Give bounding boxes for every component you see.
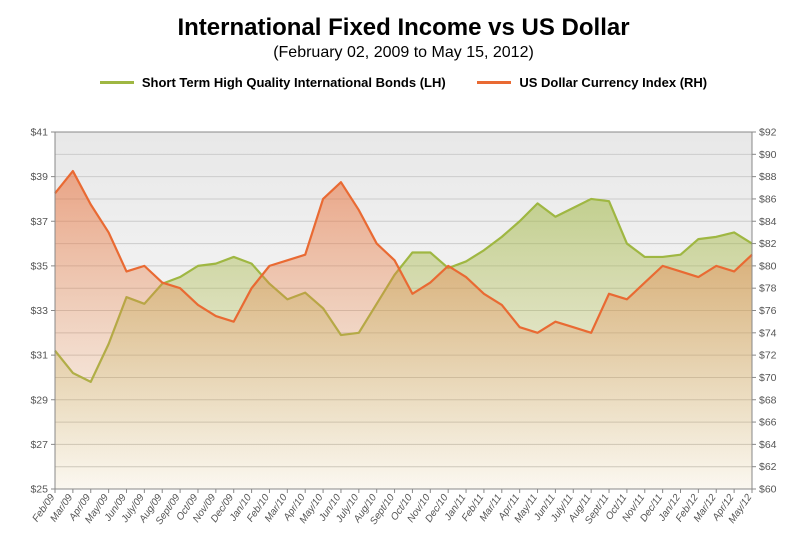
svg-text:May/12: May/12 [727, 492, 755, 526]
svg-text:$29: $29 [30, 394, 48, 406]
svg-text:Dec/11: Dec/11 [638, 492, 665, 524]
svg-text:Apr/09: Apr/09 [67, 492, 94, 524]
svg-text:July/11: July/11 [548, 492, 575, 524]
svg-text:Oct/11: Oct/11 [604, 492, 629, 522]
svg-text:$82: $82 [759, 238, 777, 250]
svg-text:Jun/10: Jun/10 [317, 492, 344, 524]
svg-text:Nov/10: Nov/10 [406, 492, 433, 525]
svg-text:Mar/12: Mar/12 [692, 492, 719, 524]
svg-text:Jan/11: Jan/11 [442, 492, 468, 523]
svg-text:$25: $25 [30, 484, 48, 496]
svg-text:Feb/09: Feb/09 [31, 492, 58, 524]
svg-text:$88: $88 [759, 171, 777, 183]
svg-text:Dec/09: Dec/09 [209, 492, 236, 525]
svg-text:Dec/10: Dec/10 [423, 492, 450, 525]
svg-text:Aug/10: Aug/10 [351, 492, 379, 525]
svg-text:$72: $72 [759, 350, 777, 362]
svg-text:July/09: July/09 [119, 492, 147, 525]
legend-swatch-usd [477, 81, 511, 84]
svg-text:May/11: May/11 [513, 492, 540, 525]
svg-text:$76: $76 [759, 305, 777, 317]
svg-text:May/09: May/09 [83, 492, 111, 526]
svg-text:May/10: May/10 [298, 492, 326, 526]
svg-text:Feb/12: Feb/12 [674, 492, 701, 524]
svg-text:$35: $35 [30, 260, 48, 272]
svg-text:Jan/10: Jan/10 [227, 492, 254, 524]
svg-text:$68: $68 [759, 394, 777, 406]
svg-text:$66: $66 [759, 417, 777, 429]
legend-label-usd: US Dollar Currency Index (RH) [519, 75, 707, 90]
svg-text:Jun/09: Jun/09 [102, 492, 129, 524]
svg-text:Jun/11: Jun/11 [531, 492, 557, 523]
svg-text:Mar/09: Mar/09 [48, 492, 75, 524]
legend: Short Term High Quality International Bo… [0, 72, 807, 90]
svg-text:Apr/11: Apr/11 [496, 492, 522, 523]
svg-text:$41: $41 [30, 127, 48, 139]
svg-text:Nov/09: Nov/09 [191, 492, 218, 525]
svg-text:$70: $70 [759, 372, 777, 384]
legend-label-bonds: Short Term High Quality International Bo… [142, 75, 446, 90]
svg-text:Mar/10: Mar/10 [263, 492, 290, 524]
svg-text:Mar/11: Mar/11 [478, 492, 504, 523]
chart-container: International Fixed Income vs US Dollar … [0, 14, 807, 543]
chart-title: International Fixed Income vs US Dollar [0, 14, 807, 42]
svg-text:Apr/12: Apr/12 [710, 492, 737, 524]
svg-text:Oct/10: Oct/10 [389, 492, 415, 523]
legend-swatch-bonds [100, 81, 134, 84]
svg-text:Sept/10: Sept/10 [368, 492, 397, 527]
chart-subtitle: (February 02, 2009 to May 15, 2012) [0, 44, 807, 62]
svg-text:$27: $27 [30, 439, 48, 451]
svg-text:July/10: July/10 [334, 492, 362, 525]
svg-text:Feb/11: Feb/11 [460, 492, 486, 523]
svg-text:Oct/09: Oct/09 [175, 492, 201, 523]
legend-item-usd: US Dollar Currency Index (RH) [477, 75, 707, 90]
svg-text:Sept/11: Sept/11 [583, 492, 611, 526]
svg-text:$39: $39 [30, 171, 48, 183]
svg-text:Feb/10: Feb/10 [245, 492, 272, 524]
svg-text:$84: $84 [759, 216, 777, 228]
svg-text:$60: $60 [759, 484, 777, 496]
svg-text:Jan/12: Jan/12 [656, 492, 683, 524]
svg-text:$31: $31 [30, 350, 48, 362]
svg-text:$74: $74 [759, 327, 777, 339]
svg-text:$62: $62 [759, 461, 777, 473]
svg-text:Nov/11: Nov/11 [620, 492, 647, 524]
svg-text:$90: $90 [759, 149, 777, 161]
svg-text:Apr/10: Apr/10 [281, 492, 308, 524]
svg-text:$92: $92 [759, 127, 777, 139]
svg-text:Sept/09: Sept/09 [154, 492, 183, 527]
svg-text:$78: $78 [759, 283, 777, 295]
svg-text:Aug/09: Aug/09 [137, 492, 165, 525]
svg-text:$64: $64 [759, 439, 777, 451]
svg-text:$33: $33 [30, 305, 48, 317]
svg-text:$37: $37 [30, 216, 48, 228]
legend-item-bonds: Short Term High Quality International Bo… [100, 75, 446, 90]
svg-text:Aug/11: Aug/11 [566, 492, 593, 524]
svg-text:$86: $86 [759, 193, 777, 205]
svg-text:$80: $80 [759, 260, 777, 272]
chart-plot: $25 $27 $29 $31 $33 $35 $37 $39 $41 $60 $62 $64 $66 $… [0, 14, 807, 543]
